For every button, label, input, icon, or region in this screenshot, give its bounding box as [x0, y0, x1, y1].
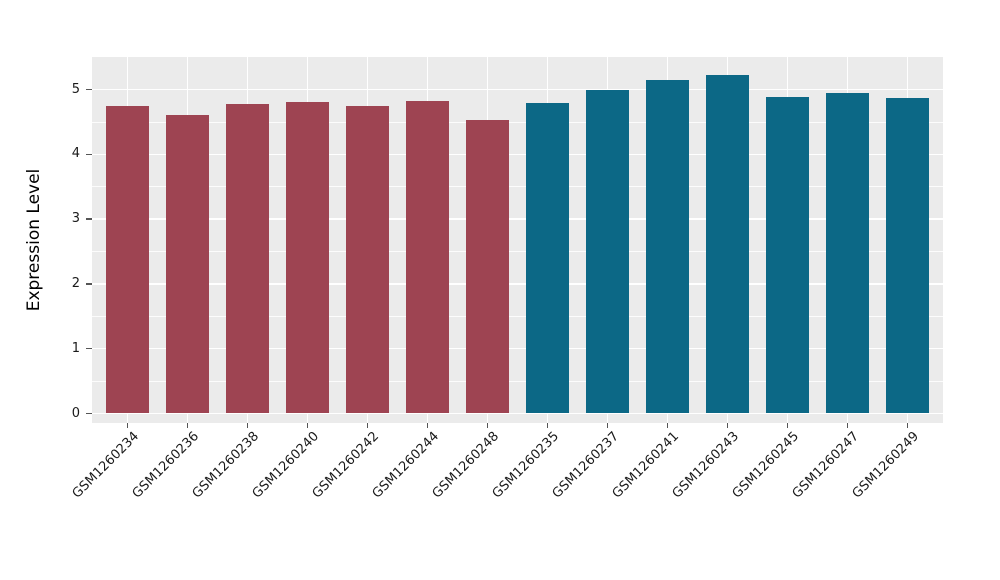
bar-GSM1260237 — [586, 90, 630, 414]
y-tick-label: 3 — [71, 211, 80, 227]
y-tick-label: 1 — [71, 340, 80, 356]
y-tick-label: 4 — [71, 146, 80, 162]
y-tick-mark — [86, 218, 92, 220]
bar-GSM1260243 — [706, 74, 750, 414]
gridline-minor-y — [92, 315, 943, 317]
bar-GSM1260240 — [286, 101, 330, 414]
bar-GSM1260244 — [406, 100, 450, 414]
y-tick-mark — [86, 412, 92, 415]
gridline-major-y — [92, 412, 943, 415]
bar-GSM1260249 — [886, 97, 930, 414]
x-tick-mark — [547, 423, 549, 428]
x-tick-mark — [127, 423, 129, 428]
bar-GSM1260238 — [226, 104, 270, 414]
bar-GSM1260241 — [646, 80, 690, 414]
y-tick-mark — [86, 348, 92, 350]
bar-GSM1260235 — [526, 103, 570, 414]
bar-GSM1260236 — [166, 114, 210, 414]
gridline-major-y — [92, 153, 943, 155]
gridline-minor-y — [92, 121, 943, 123]
y-tick-mark — [86, 283, 92, 285]
gridline-major-y — [92, 218, 943, 220]
y-tick-label: 0 — [71, 405, 80, 421]
y-tick-mark — [86, 153, 92, 155]
gridline-minor-y — [92, 251, 943, 252]
gridline-major-y — [92, 283, 943, 285]
y-tick-mark — [86, 88, 92, 91]
bar-GSM1260242 — [346, 106, 390, 414]
x-tick-mark — [427, 423, 429, 428]
y-tick-label: 5 — [71, 81, 80, 97]
gridline-minor-y — [92, 186, 943, 188]
x-tick-mark — [607, 423, 609, 428]
x-tick-mark — [907, 423, 909, 428]
x-tick-mark — [187, 423, 189, 428]
gridline-major-y — [92, 88, 943, 91]
y-tick-label: 2 — [71, 275, 80, 291]
gridline-major-y — [92, 348, 943, 350]
x-tick-mark — [487, 423, 489, 428]
bar-GSM1260245 — [766, 97, 810, 414]
x-tick-mark — [667, 423, 669, 428]
bar-GSM1260248 — [466, 119, 510, 414]
gridline-minor-y — [92, 380, 943, 382]
plot-panel — [92, 57, 943, 423]
x-tick-mark — [367, 423, 369, 428]
bar-GSM1260234 — [106, 105, 150, 414]
y-axis-title-text: Expression Level — [24, 168, 44, 312]
x-tick-mark — [307, 423, 309, 428]
bar-GSM1260247 — [826, 92, 870, 414]
x-tick-mark — [787, 423, 789, 428]
x-tick-mark — [727, 423, 729, 428]
x-tick-mark — [847, 423, 849, 428]
x-tick-mark — [247, 423, 249, 428]
